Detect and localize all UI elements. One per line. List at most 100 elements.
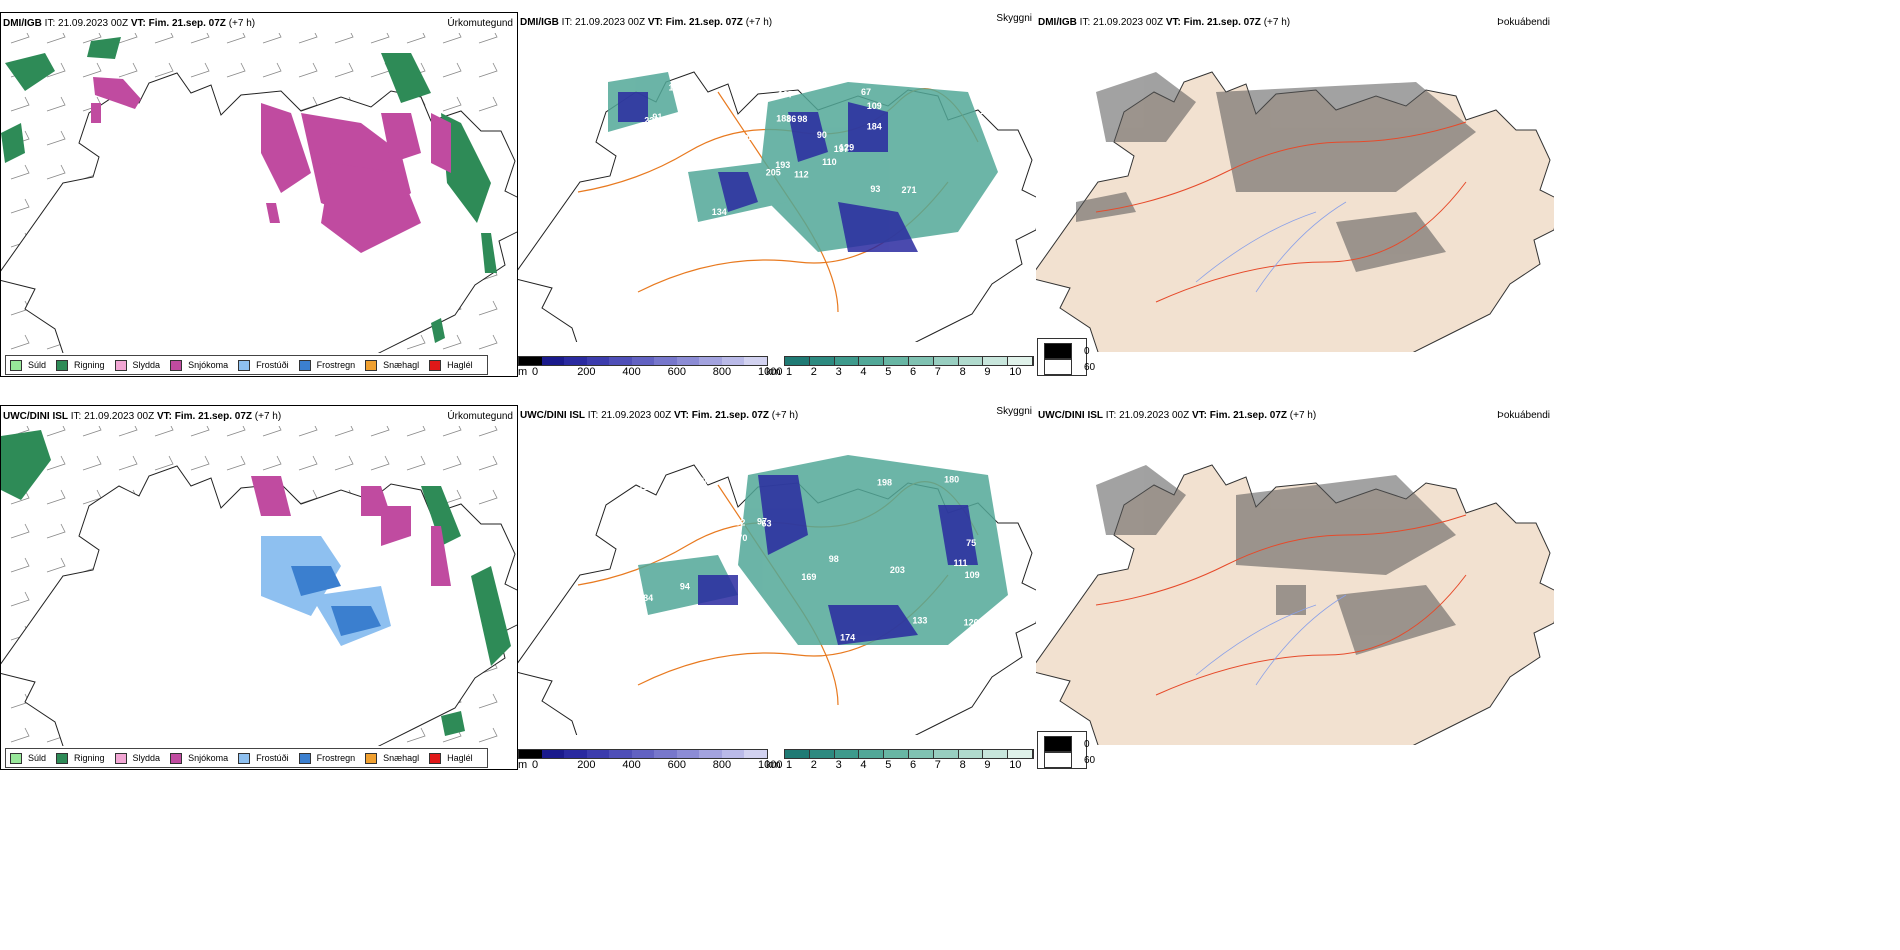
vt-label: VT:: [673, 410, 689, 421]
legend-swatch: [10, 752, 22, 764]
model-name: UWC/DINI ISL: [520, 410, 585, 421]
visibility-value-label: 200: [634, 550, 649, 560]
legend-label: Slydda: [132, 360, 161, 370]
legend-item-frostudi: Frostúði: [238, 359, 289, 371]
wind-barb: [442, 489, 462, 505]
it-label: IT:: [44, 18, 56, 29]
legend-swatch: [56, 752, 69, 764]
legend-swatch: [429, 359, 442, 371]
low-visibility-m: [698, 475, 978, 645]
vt-label: VT:: [1165, 17, 1181, 28]
legend-item-rigning: Rigning: [56, 752, 105, 764]
wind-barb: [10, 334, 30, 350]
legend-item-frostregn: Frostregn: [298, 359, 356, 371]
wind-barb: [406, 426, 426, 437]
visibility-value-label: 129: [839, 142, 854, 152]
wind-barb: [262, 62, 282, 78]
colorbar-m-tick: 800: [712, 366, 732, 377]
legend-label: Frostregn: [316, 360, 356, 370]
model-name: UWC/DINI ISL: [3, 411, 68, 422]
lead-time: (+7 h): [228, 18, 256, 29]
visibility-value-label: 184: [867, 122, 882, 132]
colorbar-m-tick: 0: [532, 366, 539, 377]
fog-shading: [1096, 465, 1456, 655]
model-name: UWC/DINI ISL: [1038, 410, 1103, 421]
model-name: DMI/IGB: [520, 17, 559, 28]
colorbar-m-tick: 800: [712, 759, 732, 770]
fog-index-panel-top: DMI/IGB IT: 21.09.2023 00Z VT: Fim. 21.s…: [1036, 12, 1554, 377]
visibility-value-label: 94: [680, 582, 690, 592]
legend-label: Haglél: [447, 753, 473, 763]
wind-barb: [478, 96, 498, 112]
visibility-value-label: 198: [877, 478, 892, 488]
colorbar-m-tick: 200: [577, 366, 596, 377]
precip-type-panel-bottom: UWC/DINI ISL IT: 21.09.2023 00Z VT: Fim.…: [0, 405, 518, 770]
visibility-value-label: 228: [644, 115, 659, 125]
visibility-value-label: 84: [699, 476, 709, 486]
legend-swatch: [114, 752, 127, 764]
wind-barb: [298, 455, 318, 471]
colorbar-km-tick: 10: [1009, 366, 1022, 377]
legend-label: Snjókoma: [188, 753, 229, 763]
lead-time: (+7 h): [254, 411, 282, 422]
visibility-value-label: 77: [987, 468, 997, 478]
wind-barb: [370, 426, 390, 437]
wind-barb: [190, 426, 210, 437]
it-label: IT:: [587, 410, 599, 421]
fog-legend-dark: 0: [1044, 736, 1090, 752]
colorbar-km-tick: 1: [786, 366, 793, 377]
wind-barb: [478, 62, 498, 78]
it-time: 21.09.2023 00Z: [575, 17, 646, 28]
visibility-value-label: 90: [817, 130, 827, 140]
visibility-value-label: 98: [797, 114, 807, 124]
visibility-value-label: 129: [630, 231, 645, 241]
colorbar-km-tick: 2: [810, 759, 817, 770]
visibility-value-label: 86: [786, 114, 796, 124]
wind-barb: [226, 455, 246, 471]
visibility-value-label: 98: [829, 554, 839, 564]
wind-barb: [226, 426, 246, 437]
legend-item-sudl: Súld: [10, 359, 46, 371]
legend-item-snaehagl: Snæhagl: [365, 752, 419, 764]
visibility-value-label: 90: [666, 242, 676, 252]
wind-barb: [46, 426, 66, 437]
lead-time: (+7 h): [771, 410, 799, 421]
panel-title: Skyggni: [996, 406, 1032, 417]
visibility-value-label: 91: [652, 112, 662, 122]
visibility-value-label: 203: [890, 565, 905, 575]
wind-barb: [370, 33, 390, 44]
fog-index-panel-bottom: UWC/DINI ISL IT: 21.09.2023 00Z VT: Fim.…: [1036, 405, 1554, 770]
visibility-colorbar-km: km 1 2 3 4 5 6 7 8 9 10: [766, 749, 1034, 770]
legend-swatch: [170, 359, 183, 371]
colorbar-km-tick: 9: [984, 759, 991, 770]
wind-barb: [478, 300, 498, 316]
vt-label: VT:: [130, 18, 146, 29]
visibility-colorbar-km: km 1 2 3 4 5 6 7 8 9 10: [766, 356, 1034, 377]
wind-barb: [478, 33, 498, 44]
fog-legend-top: 0 60: [1037, 338, 1095, 376]
legend-label: Haglél: [447, 360, 473, 370]
wind-barb: [10, 164, 30, 180]
legend-swatch: [429, 752, 442, 764]
visibility-value-label: 93: [870, 184, 880, 194]
colorbar-m-tick: 600: [667, 759, 686, 770]
vt-time: Fim. 21.sep. 07Z: [1183, 17, 1261, 28]
colorbar-km-strip: [784, 356, 1034, 366]
fog-legend-light: 60: [1044, 359, 1095, 375]
colorbar-m-strip: [518, 749, 768, 759]
visibility-value-label: 85: [646, 618, 656, 628]
low-visibility-m: [618, 92, 918, 252]
colorbar-km-tick: 4: [860, 366, 867, 377]
wind-barb: [154, 33, 174, 44]
visibility-value-label: 123: [617, 144, 632, 154]
iceland-outline: [1, 72, 517, 353]
legend-swatch: [365, 359, 378, 371]
model-name: DMI/IGB: [1038, 17, 1077, 28]
legend-label: Frostregn: [316, 753, 356, 763]
legend-swatch: [365, 752, 378, 764]
legend-item-rigning: Rigning: [56, 359, 105, 371]
wind-barb: [478, 455, 498, 471]
wind-barb: [226, 33, 246, 44]
visibility-map: 112 228 193 195 197 134 67 98 109 110 133 72 74 125 20…: [518, 71, 1036, 342]
wind-barb: [118, 426, 138, 437]
